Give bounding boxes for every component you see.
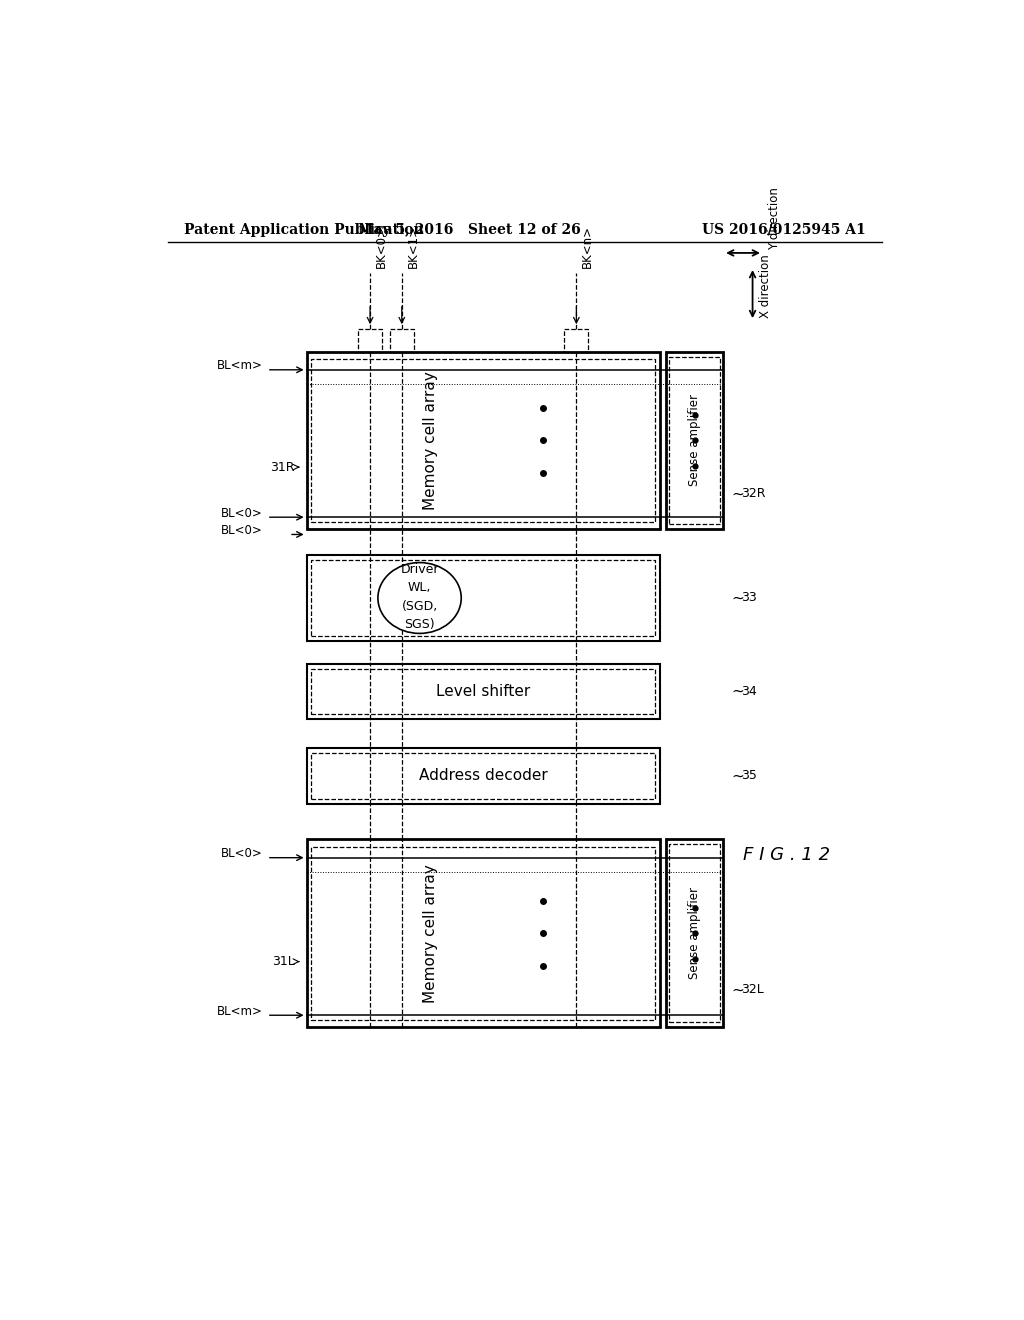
Text: 34: 34 [740,685,757,698]
Text: Address decoder: Address decoder [419,768,548,783]
Text: Patent Application Publication: Patent Application Publication [183,223,423,236]
Text: BL<m>: BL<m> [217,359,263,372]
Text: Y direction: Y direction [768,187,781,249]
Text: Level shifter: Level shifter [436,684,530,700]
Text: 32R: 32R [740,487,765,500]
Text: Driver: Driver [400,564,439,576]
Bar [311,846,655,1020]
Text: ~: ~ [731,590,743,606]
Text: 35: 35 [740,770,757,783]
Text: ~: ~ [731,684,743,700]
Text: May 5, 2016   Sheet 12 of 26: May 5, 2016 Sheet 12 of 26 [357,223,581,236]
Text: Sense amplifier: Sense amplifier [688,887,701,979]
Bar [666,840,723,1027]
Text: BK<n>: BK<n> [582,226,594,268]
Text: WL,: WL, [408,581,431,594]
Text: US 2016/0125945 A1: US 2016/0125945 A1 [702,223,866,236]
Text: Sense amplifier: Sense amplifier [688,395,701,487]
Text: ~: ~ [731,982,743,998]
Text: 33: 33 [740,591,757,605]
Text: BL<0>: BL<0> [221,524,263,537]
Text: ~: ~ [731,486,743,502]
Text: 32L: 32L [740,983,764,997]
Bar [666,351,723,529]
Bar [306,554,659,642]
Bar [311,560,655,636]
Bar [306,748,659,804]
Ellipse shape [378,562,461,634]
Bar [306,840,659,1027]
Text: BL<0>: BL<0> [221,847,263,861]
Text: BL<m>: BL<m> [217,1005,263,1018]
Text: 31R: 31R [270,461,295,474]
Bar [306,664,659,719]
Text: F I G . 1 2: F I G . 1 2 [743,846,830,863]
Bar [311,669,655,714]
Text: 31L: 31L [272,956,295,968]
Bar [670,845,720,1022]
Bar [311,752,655,799]
Bar [670,356,720,524]
Text: X direction: X direction [759,255,772,318]
Text: ~: ~ [731,768,743,783]
Text: BK<1>: BK<1> [407,226,420,268]
Text: (SGD,: (SGD, [401,599,437,612]
Bar [358,329,382,351]
Text: SGS): SGS) [404,618,435,631]
Text: BL<0>: BL<0> [221,507,263,520]
Bar [390,329,414,351]
Text: Memory cell array: Memory cell array [423,865,437,1003]
Text: Memory cell array: Memory cell array [423,371,437,510]
Bar [311,359,655,523]
Bar [564,329,588,351]
Bar [306,351,659,529]
Text: BK<0>: BK<0> [375,226,388,268]
